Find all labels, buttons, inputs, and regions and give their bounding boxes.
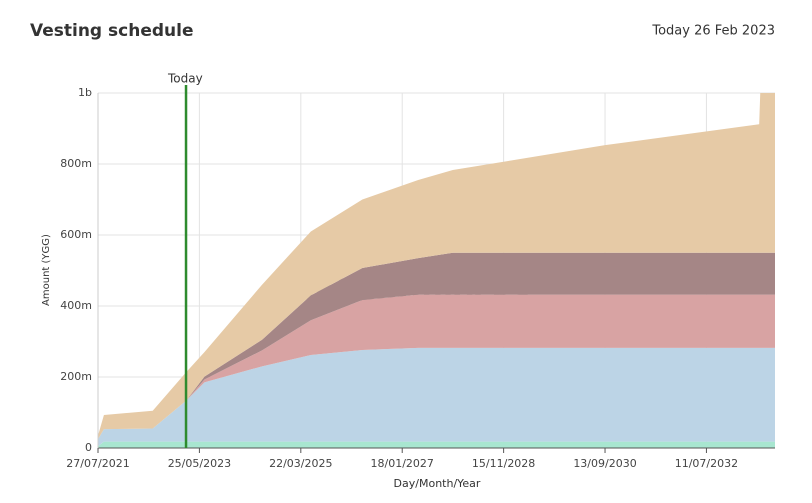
x-tick-label: 27/07/2021 [66, 457, 129, 470]
y-axis-label: Amount (YGG) [41, 234, 52, 306]
area [98, 347, 775, 447]
x-axis-label: Day/Month/Year [394, 477, 481, 490]
x-tick-label: 15/11/2028 [472, 457, 535, 470]
x-tick-label: 18/01/2027 [371, 457, 434, 470]
chart-subtitle: Today 26 Feb 2023 [651, 24, 775, 39]
y-tick-label: 0 [85, 441, 92, 454]
y-tick-label: 400m [60, 299, 92, 312]
area [98, 441, 775, 448]
area [98, 252, 775, 440]
y-tick-label: 200m [60, 370, 92, 383]
today-label: Today [167, 72, 203, 86]
area [98, 93, 775, 440]
area [98, 294, 775, 440]
x-tick-label: 11/07/2032 [675, 457, 738, 470]
y-tick-label: 800m [60, 157, 92, 170]
y-tick-label: 600m [60, 228, 92, 241]
x-tick-label: 13/09/2030 [573, 457, 636, 470]
x-tick-label: 22/03/2025 [269, 457, 332, 470]
x-tick-label: 25/05/2023 [168, 457, 231, 470]
y-tick-label: 1b [78, 86, 92, 99]
chart-title: Vesting schedule [30, 21, 193, 41]
